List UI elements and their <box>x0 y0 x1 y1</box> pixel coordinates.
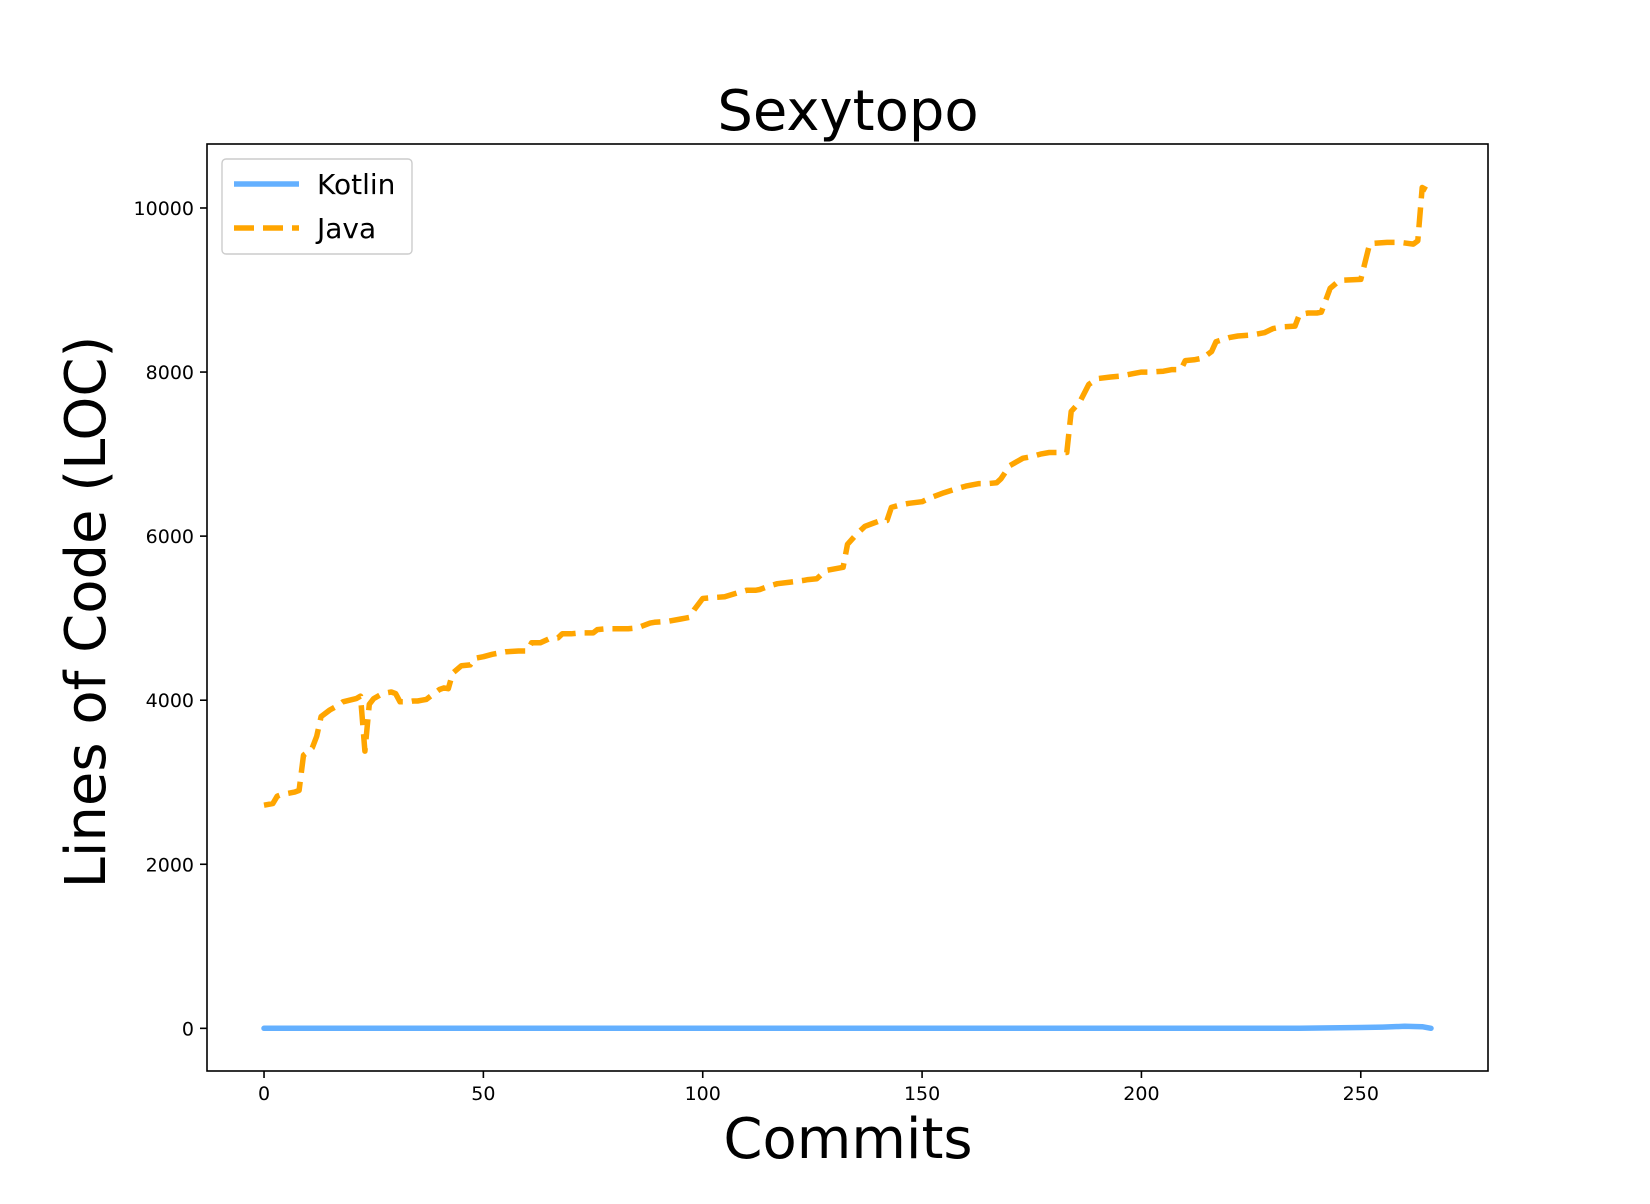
chart-title: Sexytopo <box>717 79 978 144</box>
legend-label-kotlin: Kotlin <box>317 168 395 201</box>
x-tick-label: 0 <box>258 1083 270 1105</box>
y-tick-label: 8000 <box>146 362 194 384</box>
x-tick-label: 200 <box>1123 1083 1159 1105</box>
series-line-java <box>263 184 1428 808</box>
plot-area: 0 50 100 150 200 250 0 2000 4000 6000 8000 10000 Kot… <box>134 143 1489 1105</box>
y-tick-label: 2000 <box>146 854 194 876</box>
x-tick-label: 100 <box>685 1083 721 1105</box>
y-tick-label: 0 <box>182 1018 194 1040</box>
y-tick-label: 4000 <box>146 690 194 712</box>
y-tick-label: 6000 <box>146 526 194 548</box>
y-tick-label: 10000 <box>134 198 194 220</box>
y-axis-label: Lines of Code (LOC) <box>54 336 119 889</box>
legend-label-java: Java <box>315 212 376 245</box>
plot-frame <box>206 143 1489 1072</box>
series-line-kotlin <box>261 1023 1434 1032</box>
x-tick-label: 50 <box>471 1083 495 1105</box>
x-tick-label: 250 <box>1343 1083 1379 1105</box>
x-axis-label: Commits <box>723 1107 972 1172</box>
x-tick-label: 150 <box>904 1083 940 1105</box>
